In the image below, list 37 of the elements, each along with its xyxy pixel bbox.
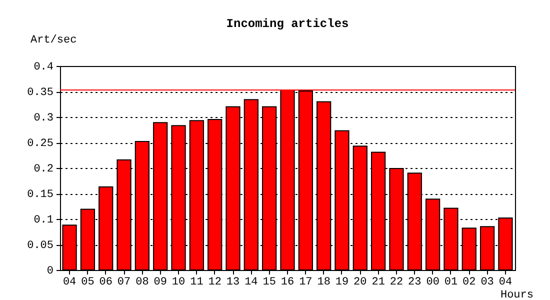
y-tick-label: 0.15 xyxy=(27,189,54,201)
x-tick-label: 16 xyxy=(280,276,294,288)
x-tick-label: 07 xyxy=(117,276,131,288)
x-tick-label: 00 xyxy=(426,276,440,288)
x-tick-label: 19 xyxy=(335,276,349,288)
x-tick-label: 05 xyxy=(81,276,94,288)
y-tick-label: 0.1 xyxy=(34,214,54,226)
x-tick-label: 09 xyxy=(154,276,167,288)
x-tick-label: 02 xyxy=(462,276,476,288)
x-tick-label: 01 xyxy=(444,276,458,288)
x-tick-label: 20 xyxy=(354,276,367,288)
x-tick-label: 12 xyxy=(208,276,222,288)
chart-title: Incoming articles xyxy=(226,17,349,31)
y-tick-label: 0 xyxy=(46,266,54,278)
x-tick-label: 11 xyxy=(190,276,204,288)
x-tick-label: 03 xyxy=(480,276,494,288)
x-tick-label: 23 xyxy=(408,276,422,288)
x-tick-label: 15 xyxy=(262,276,276,288)
x-tick-label: 06 xyxy=(99,276,112,288)
y-tick-label: 0.2 xyxy=(34,164,54,176)
x-tick-label: 18 xyxy=(317,276,330,288)
x-axis-title: Hours xyxy=(500,290,534,300)
x-tick-label: 22 xyxy=(390,276,404,288)
y-tick-label: 0.05 xyxy=(27,240,54,252)
x-tick-label: 04 xyxy=(62,276,77,288)
y-tick-label: 0.35 xyxy=(27,87,54,99)
x-tick-label: 13 xyxy=(226,276,240,288)
x-tick-label: 14 xyxy=(244,276,258,288)
x-tick-label: 04 xyxy=(498,276,512,288)
y-tick-label: 0.3 xyxy=(34,112,54,124)
x-tick-label: 10 xyxy=(172,276,186,288)
y-tick-label: 0.4 xyxy=(34,62,54,74)
x-tick-label: 17 xyxy=(299,276,312,288)
x-tick-label: 21 xyxy=(372,276,386,288)
y-tick-label: 0.25 xyxy=(27,138,54,150)
x-tick-label: 08 xyxy=(136,276,149,288)
y-axis-title: Art/sec xyxy=(30,34,77,46)
